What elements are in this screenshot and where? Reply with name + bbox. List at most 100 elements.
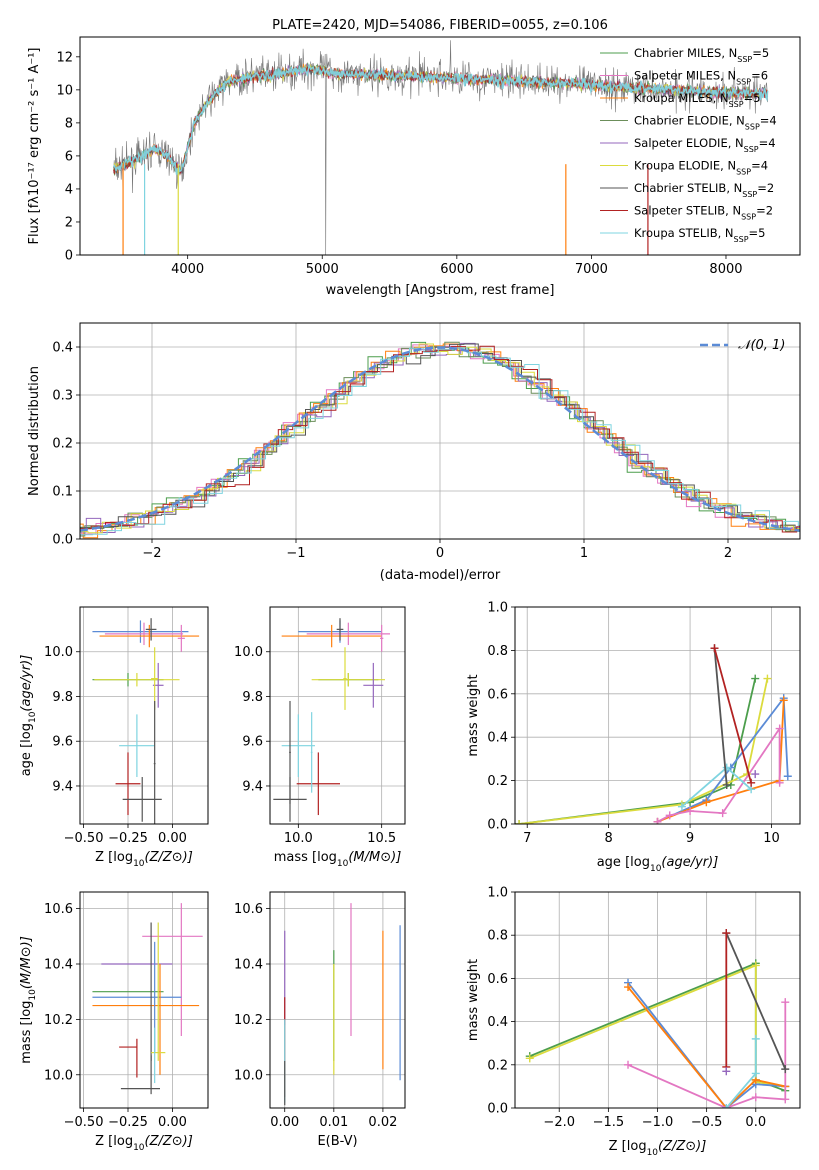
plot-area [515, 644, 792, 824]
weight-line-1 [529, 964, 786, 1088]
legend-label-sub: SSP [736, 167, 751, 176]
legend-label-sub: SSP [737, 55, 752, 64]
x-tick-label: 0.01 [319, 1115, 348, 1130]
weight-marker [718, 809, 727, 818]
y-axis-label: Normed distribution [27, 366, 42, 496]
y-tick-label: 0.6 [487, 972, 508, 987]
weight-marker [779, 696, 788, 705]
legend-label-main: Chabrier ELODIE, N [634, 114, 745, 128]
weight-marker [751, 1069, 760, 1078]
legend-label-main: Salpeter ELODIE, N [634, 136, 744, 150]
x-tick-label: 0.00 [158, 831, 187, 846]
y-tick-label: 10.4 [44, 958, 73, 973]
x-tick-label: 8000 [709, 262, 742, 277]
mass-vs-ebv-panel: 0.00 0.01 0.02 10.0 10.2 10.4 10.6 E(B-V) [234, 891, 406, 1149]
x-tick-label: 5000 [306, 262, 339, 277]
legend-label-main: Salpeter MILES, N [634, 69, 736, 83]
weight-marker [525, 1054, 534, 1063]
x-tick-label: −1 [286, 546, 305, 561]
y-tick-label: 10.2 [234, 1013, 263, 1028]
x-axis-label-tail: (Z/Z⊙)] [658, 1139, 706, 1154]
y-tick-label: 0.0 [487, 1102, 508, 1117]
x-axis-label-sub: 10 [133, 1143, 145, 1153]
y-tick-label: 0.2 [487, 1058, 508, 1073]
weight-marker [722, 780, 731, 789]
y-tick-label: 9.8 [242, 690, 263, 705]
y-tick-label: 10.0 [234, 645, 263, 660]
x-axis-label-main: Z [log [609, 1139, 647, 1154]
y-tick-label: 0.4 [487, 1015, 508, 1030]
histogram-step-6 [80, 343, 800, 531]
axes-frame [514, 606, 801, 825]
histogram-step-5 [80, 343, 800, 534]
y-tick-label: 0.1 [52, 485, 73, 500]
y-tick-label: 0 [65, 249, 73, 264]
y-axis-label-main: age [log [19, 723, 34, 776]
legend-label-sub: SSP [742, 190, 757, 199]
weight-marker [775, 778, 784, 787]
weight-marker [751, 1093, 760, 1102]
y-tick-label: 1.0 [487, 886, 508, 901]
x-tick-label: 4000 [171, 262, 204, 277]
x-axis-label-tail: (M/M⊙)] [348, 850, 401, 865]
legend-label-sub: SSP [729, 100, 744, 109]
y-tick-label: 0.4 [52, 341, 73, 356]
x-axis-label-main: mass [log [274, 850, 337, 865]
y-tick-label: 12 [56, 50, 73, 65]
legend-label-main: Chabrier STELIB, N [634, 181, 742, 195]
plot-area [92, 618, 200, 824]
weight-marker [686, 806, 695, 815]
y-tick-label: 10 [56, 83, 73, 98]
legend-label-sub: SSP [734, 235, 749, 244]
weight-marker [624, 1060, 633, 1069]
y-axis-label-sub: 10 [28, 989, 38, 1001]
x-tick-label: −1.0 [642, 1115, 674, 1130]
y-tick-label: 9.8 [52, 690, 73, 705]
y-axis-label-sub: 10 [28, 711, 38, 723]
y-tick-label: 0.8 [487, 929, 508, 944]
x-tick-label: −2 [142, 546, 161, 561]
x-axis-label-tail: (age/yr)] [661, 855, 718, 870]
x-axis-label-sub: 10 [337, 859, 349, 869]
axes-frame [79, 606, 209, 825]
legend-label-main: Chabrier MILES, N [634, 46, 737, 60]
y-axis-label: Flux [fλ10⁻¹⁷ erg cm⁻² s⁻¹ A⁻¹] [27, 48, 42, 245]
plot-area [525, 929, 790, 1108]
plot-area [284, 903, 401, 1106]
y-tick-label: 6 [65, 149, 73, 164]
x-tick-label: 1 [580, 546, 588, 561]
gaussian-curve [80, 346, 800, 532]
x-axis-label: (data-model)/error [380, 568, 501, 583]
histogram-step-8 [80, 347, 800, 536]
legend-label: Kroupa MILES, NSSP=5 [634, 91, 760, 109]
y-tick-label: 9.4 [52, 779, 73, 794]
y-axis-label: mass weight [466, 959, 481, 1041]
legend-label-main: Salpeter STELIB, N [634, 204, 741, 218]
weight-marker [722, 763, 731, 772]
weight-marker [783, 772, 792, 781]
x-tick-label: 2 [724, 546, 732, 561]
weight-marker [751, 961, 760, 970]
x-axis-label-sub: 10 [647, 1148, 659, 1158]
weight-marker [751, 1034, 760, 1043]
weight-marker [710, 644, 719, 653]
x-axis-label: Z [log10(Z/Z⊙)] [95, 1134, 193, 1153]
weight-marker [763, 674, 772, 683]
legend-label-tail: =5 [749, 226, 766, 240]
residual-histogram-panel: −2 −1 0 1 2 0.0 0.1 0.2 0.3 0.4 𝒩(0, 1) (data-model… [27, 322, 801, 583]
weight-marker [722, 1067, 731, 1076]
weight-marker [751, 770, 760, 779]
spectrum-panel: 4000 5000 6000 7000 8000 0 2 4 6 8 10 12 Chabrier MI… [27, 18, 801, 298]
weight-line-5 [725, 1038, 757, 1108]
weight-line-3 [627, 986, 786, 1108]
legend-label-sub: SSP [736, 77, 751, 86]
x-tick-label: −0.25 [108, 1115, 148, 1130]
x-axis-label-main: Z [log [95, 1134, 133, 1149]
x-tick-label: −2.0 [543, 1115, 575, 1130]
y-axis-label: mass weight [466, 674, 481, 756]
legend-label-tail: =4 [751, 159, 768, 173]
legend-label: Salpeter STELIB, NSSP=2 [634, 204, 773, 222]
